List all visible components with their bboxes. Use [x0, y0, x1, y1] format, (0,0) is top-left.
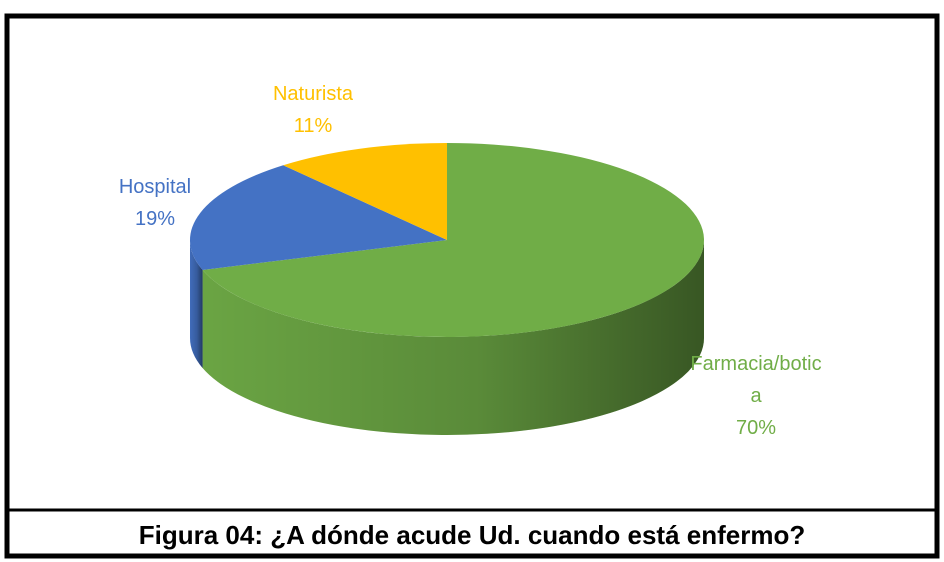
category-label: Hospital — [119, 176, 191, 198]
slice — [190, 165, 447, 270]
slice — [283, 143, 447, 240]
value-label: 70% — [736, 417, 776, 439]
frame — [4, 13, 940, 559]
value-label: 19% — [135, 208, 175, 230]
category-label: Naturista — [273, 83, 354, 105]
slice-label: Farmacia/botic a 70% — [690, 353, 821, 439]
slice-label: Naturista 11% — [273, 83, 354, 137]
value-label: 11% — [294, 115, 333, 137]
slice — [202, 143, 704, 337]
category-label-line: Farmacia/botic — [690, 353, 821, 375]
category-label-line: Hospital — [119, 176, 191, 198]
chart-title: Figura 04: ¿A dónde acude Ud. cuando est… — [139, 520, 805, 550]
pie — [190, 143, 704, 435]
category-label-line: Naturista — [273, 83, 354, 105]
slice-side-shade — [202, 240, 704, 435]
category-label: Farmacia/botic a — [690, 353, 821, 407]
slice-side-shade — [190, 240, 203, 368]
slice-label: Hospital 19% — [119, 176, 191, 230]
labels: Farmacia/botic a 70% Hospital 19% Naturista 11… — [119, 83, 822, 439]
category-label-line: a — [750, 385, 762, 407]
